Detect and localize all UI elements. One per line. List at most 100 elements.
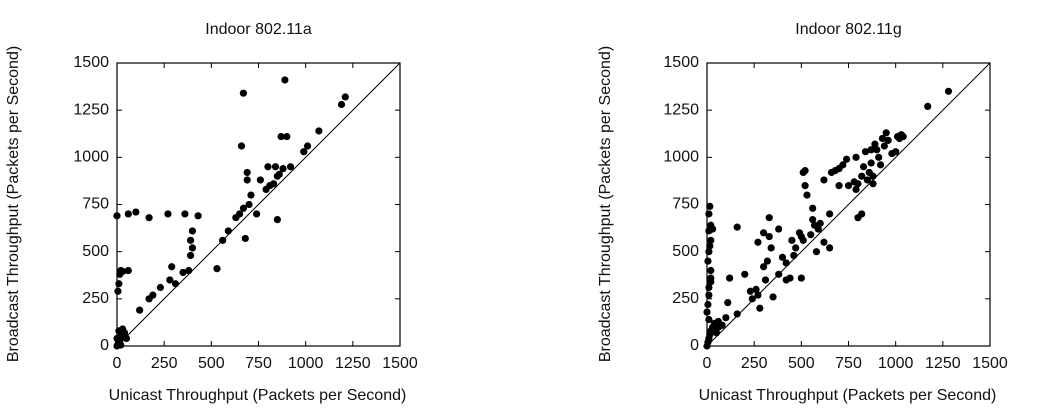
data-point [835,182,843,190]
data-point [863,176,871,184]
data-point [880,142,888,150]
data-point [136,306,144,314]
data-point [185,266,193,275]
data-point [820,176,828,184]
data-point [149,291,157,299]
data-point [705,248,713,256]
data-point [726,274,734,282]
data-point [275,170,283,178]
data-point [186,251,195,260]
y-tick-label: 750 [82,196,109,213]
data-point [124,266,132,275]
chart-title: Indoor 802.11g [795,21,901,38]
data-point [801,166,809,175]
data-point [826,244,834,252]
x-tick-label: 1250 [925,355,961,372]
y-tick-label: 1000 [663,149,699,166]
data-point [820,238,828,246]
data-point [924,102,932,110]
data-point [754,291,762,299]
y-tick-label: 1000 [73,149,109,166]
data-point [761,276,770,284]
data-point [703,308,711,316]
data-point [712,329,721,337]
data-point [746,287,754,295]
y-tick-label: 1250 [663,101,699,118]
x-axis-label: Unicast Throughput (Packets per Second) [699,387,997,404]
data-point [114,287,122,295]
data-point [769,293,777,301]
data-point [120,329,129,337]
data-point [843,155,851,163]
data-point [273,215,281,224]
x-tick-label: 1250 [335,355,371,372]
data-point [705,210,713,218]
data-point [707,274,715,282]
data-point [765,232,773,241]
y-tick-label: 750 [672,196,699,213]
data-point [854,180,862,188]
data-point [239,204,248,212]
data-point [869,172,877,180]
x-tick-label: 0 [703,355,712,372]
data-point [706,242,714,250]
x-tick-label: 500 [198,355,225,372]
y-tick-label: 1250 [73,101,109,118]
data-point [733,223,741,231]
data-point [245,200,253,209]
data-point [115,280,123,288]
data-point [724,299,732,307]
data-point [286,163,295,171]
data-point [213,265,221,273]
data-point [132,208,140,216]
data-point [767,244,775,252]
data-point [944,87,953,95]
data-point [899,132,907,141]
data-point [867,159,875,167]
data-point [188,244,197,252]
data-point [705,291,713,299]
data-point [867,146,875,154]
x-tick-label: 250 [151,355,178,372]
data-point [224,227,232,235]
data-point [707,266,715,275]
y-tick-label: 0 [690,337,699,354]
data-point [704,300,712,309]
data-point [241,234,249,243]
data-point [156,283,164,292]
diagonal-reference [116,62,401,347]
data-point [775,270,783,278]
data-point [869,180,877,188]
data-point [315,127,323,135]
data-point [852,185,860,194]
data-point [113,334,121,343]
data-point [826,210,834,218]
data-point [797,274,805,282]
data-point [145,214,153,222]
x-tick-label: 1000 [878,355,914,372]
data-point [243,176,251,184]
data-point [778,253,787,261]
y-axis-label: Broadcast Throughput (Packets per Second… [5,46,22,362]
data-point [733,310,741,318]
y-tick-label: 500 [672,243,699,260]
data-point [283,132,291,141]
data-point [337,100,346,109]
x-tick-label: 750 [835,355,862,372]
data-point [756,304,764,312]
x-tick-label: 250 [741,355,768,372]
data-point [122,334,131,343]
data-point [809,215,817,224]
y-tick-label: 250 [672,290,699,307]
data-point [186,236,195,244]
data-point [271,163,280,171]
data-point [754,238,762,246]
data-point [765,214,773,222]
data-point [816,219,824,227]
data-point [707,236,715,244]
data-point [705,283,713,292]
y-tick-label: 1500 [663,54,699,71]
data-point [852,153,860,161]
data-point [803,191,811,199]
